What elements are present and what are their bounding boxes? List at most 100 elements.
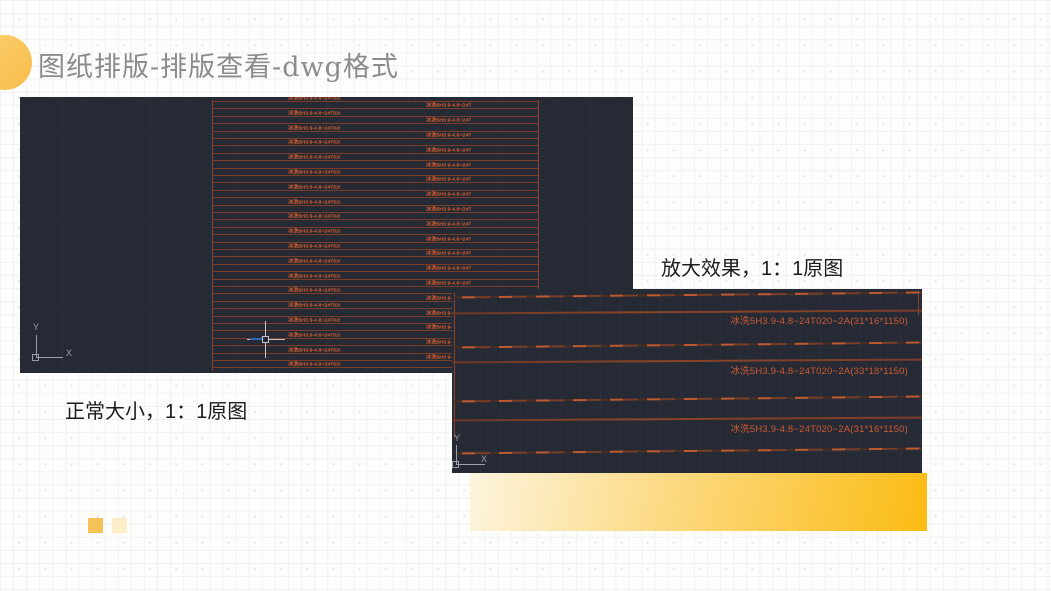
part-row-label: 冰洗5H3.9-4.8~24T020~2A(31*16*1150) [426,206,472,212]
part-row-line [213,212,538,213]
part-row-label: 冰洗5H3.9-4.8~24T020~2A(31*16*1150) [288,243,340,249]
drawing-left-border-line [212,100,213,371]
part-row-line [213,152,538,154]
part-row-line [213,182,538,184]
part-row-line [213,145,538,147]
part-row-label: 冰洗5H3.9-4.8~24T020~2A(31*16*1150) [288,109,340,116]
part-row-label: 冰洗5H3.9-4.8~24T020~2A(31*16*1150) [288,169,340,175]
part-row-label: 冰洗5H3.9-4.8~24T020~2A(31*16*1150) [426,250,472,256]
part-row-line [213,241,538,243]
part-label: 冰洗5H3.9-4.8~24T020~2A(33*18*1150) [730,366,908,377]
decorative-gradient-bar [470,473,927,531]
ucs-x-axis-label: X [66,348,73,358]
part-row-label: 冰洗5H3.9-4.8~24T020~2A(31*16*1150) [288,302,340,308]
drawing-left-border-line [454,293,455,438]
part-row-label: 冰洗5H3.9-4.8~24T020~2A(31*16*1150) [288,213,340,219]
part-row-label: 冰洗5H3.9-4.8~24T020~2A(31*16*1150) [426,280,472,286]
panel-edge-dashed-line [453,447,921,455]
ucs-y-axis-label: Y [33,322,40,332]
part-row-label: 冰洗5H3.9-4.8~24T020~2A(31*16*1150) [426,191,472,197]
part-row-label: 冰洗5H3.9-4.8~24T020~2A(31*16*1150) [288,287,340,293]
part-row-line [213,293,538,295]
part-row-line [213,189,538,191]
part-row-line [213,160,538,162]
part-row-label: 冰洗5H3.9-4.8~24T020~2A(31*16*1150) [426,294,472,301]
part-row-line [213,130,538,132]
part-row-line [213,286,538,287]
part-row-line [213,271,538,273]
part-row-label: 冰洗5H3.9-4.8~24T020~2A(31*16*1150) [426,309,472,316]
panel-border-line [452,309,922,314]
part-row-line [213,300,538,302]
part-row-label: 冰洗5H3.9-4.8~24T020~2A(31*16*1150) [288,228,340,234]
ucs-y-axis-icon [456,445,457,464]
panel-edge-dashed-line [453,395,921,403]
drawing-right-border-line [538,100,539,371]
part-row-label: 冰洗5H3.9-4.8~24T020~2A(31*16*1150) [288,183,340,190]
part-label: 冰洗5H3.9-4.8~24T020~2A(31*16*1150) [730,424,908,435]
part-row-label: 冰洗5H3.9-4.8~24T020~2A(31*16*1150) [426,354,472,360]
part-row-line [213,263,538,265]
part-row-line [213,367,538,369]
part-row-line [213,108,538,110]
part-row-line [213,101,538,102]
decorative-square-dark [88,518,103,533]
part-row-line [213,219,538,221]
part-row-label: 冰洗5H3.9-4.8~24T020~2A(31*16*1150) [288,139,340,145]
cad-screenshot-normal: 冰洗5H3.9-4.8~24T020~2A(31*16*1150) 冰洗5H3.9… [20,97,633,373]
panel-border-line [452,358,922,363]
part-row-line [213,360,538,361]
part-row-label: 冰洗5H3.9-4.8~24T020~2A(31*16*1150) [288,154,340,160]
part-label: 冰洗5H3.9-4.8~24T020~2A(31*16*1150) [730,316,908,327]
part-row-label: 冰洗5H3.9-4.8~24T020~2A(31*16*1150) [426,117,472,123]
cad-screenshot-zoomed: 冰洗5H3.9-4.8~24T020~2A(31*16*1150) 冰洗5H3.… [452,289,922,473]
part-row-label: 冰洗5H3.9-4.8~24T020~2A(31*16*1150) [426,265,472,271]
part-row-line [213,115,538,117]
part-row-label: 冰洗5H3.9-4.8~24T020~2A(31*16*1150) [288,361,340,367]
ucs-x-axis-label: X [481,454,488,464]
part-row-line [213,323,538,324]
drawing-right-border-line [918,291,919,315]
ucs-origin-icon [452,461,459,468]
part-row-line [213,197,538,199]
part-row-label: 冰洗5H3.9-4.8~24T020~2A(31*16*1150) [288,124,340,131]
part-row-label: 冰洗5H3.9-4.8~24T020~2A(31*16*1150) [426,146,472,153]
part-row-line [213,249,538,250]
crosshair-pickbox [262,336,269,343]
part-row-label: 冰洗5H3.9-4.8~24T020~2A(31*16*1150) [426,339,472,345]
ucs-origin-icon [32,354,39,361]
part-row-line [213,234,538,236]
part-row-line [213,226,538,228]
part-row-line [213,204,538,206]
part-row-label: 冰洗5H3.9-4.8~24T020~2A(31*16*1150) [288,257,340,264]
decorative-circle [0,35,32,90]
crosshair-cursor-blue-segment [250,338,263,340]
caption-zoom-effect: 放大效果，1：1原图 [661,258,844,280]
ucs-x-axis-icon [456,464,485,465]
part-row-label: 冰洗5H3.9-4.8~24T020~2A(31*16*1150) [288,331,340,338]
part-row-line [213,345,538,347]
part-row-line [213,337,538,339]
part-row-line [213,175,538,176]
part-row-label: 冰洗5H3.9-4.8~24T020~2A(31*16*1150) [426,161,472,168]
part-row-line [213,308,538,310]
part-row-label: 冰洗5H3.9-4.8~24T020~2A(31*16*1150) [288,97,340,101]
page-title: 图纸排版-排版查看-dwg格式 [38,52,399,83]
ucs-y-axis-icon [36,335,37,357]
panel-edge-dashed-line [453,291,921,299]
part-row-label: 冰洗5H3.9-4.8~24T020~2A(31*16*1150) [426,235,472,242]
ucs-x-axis-icon [36,357,63,358]
panel-edge-dashed-line [453,341,921,349]
part-row-label: 冰洗5H3.9-4.8~24T020~2A(31*16*1150) [288,272,340,279]
part-row-label: 冰洗5H3.9-4.8~24T020~2A(31*16*1150) [288,317,340,323]
ucs-y-axis-label: Y [454,433,461,443]
panel-border-line [452,416,922,421]
part-row-line [213,352,538,354]
part-row-label: 冰洗5H3.9-4.8~24T020~2A(31*16*1150) [426,102,472,108]
part-row-label: 冰洗5H3.9-4.8~24T020~2A(31*16*1150) [426,220,472,227]
caption-normal-size: 正常大小，1：1原图 [65,401,248,423]
part-row-label: 冰洗5H3.9-4.8~24T020~2A(31*16*1150) [288,198,340,205]
part-row-line [213,138,538,139]
part-row-label: 冰洗5H3.9-4.8~24T020~2A(31*16*1150) [426,132,472,138]
